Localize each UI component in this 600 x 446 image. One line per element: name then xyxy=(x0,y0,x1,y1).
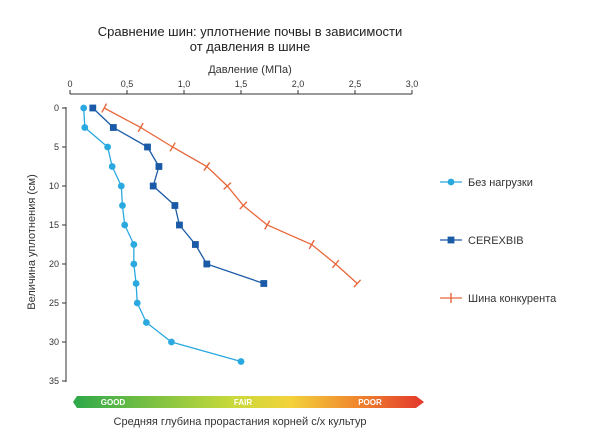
scale-label-good: GOOD xyxy=(101,398,126,407)
legend-item-1: Без нагрузки xyxy=(440,177,533,189)
data-point xyxy=(171,202,179,209)
data-point xyxy=(353,279,362,288)
y-tick-label: 25 xyxy=(49,298,59,308)
data-point xyxy=(144,143,151,151)
legend-marker xyxy=(447,178,455,186)
data-point xyxy=(239,201,248,210)
data-point xyxy=(109,124,117,131)
data-point xyxy=(237,358,245,365)
data-point xyxy=(80,104,88,112)
data-point xyxy=(176,221,183,229)
series-line xyxy=(92,107,265,285)
series-layer xyxy=(80,103,362,365)
data-point xyxy=(101,103,108,113)
data-point xyxy=(192,241,199,248)
series-3 xyxy=(101,103,362,288)
y-tick-label: 35 xyxy=(49,376,59,386)
data-point xyxy=(117,182,125,190)
x-tick-label: 0 xyxy=(67,79,72,89)
data-point xyxy=(104,143,112,151)
data-point xyxy=(264,220,271,230)
legend-marker xyxy=(447,236,455,244)
data-point xyxy=(168,338,175,346)
data-point xyxy=(169,142,176,152)
x-tick-label: 1,0 xyxy=(178,79,191,89)
data-point xyxy=(108,163,116,170)
x-tick-label: 1,5 xyxy=(235,79,248,89)
data-point xyxy=(155,163,163,170)
data-point xyxy=(203,260,211,268)
data-point xyxy=(130,260,138,268)
quality-scale-arrow xyxy=(73,396,424,408)
data-point xyxy=(89,104,97,112)
legend-label: Шина конкурента xyxy=(468,293,557,305)
data-point xyxy=(130,241,138,248)
legend-label: Без нагрузки xyxy=(468,177,533,189)
series-1 xyxy=(80,104,245,365)
data-point xyxy=(149,182,157,190)
legend-label: CEREXBIB xyxy=(468,235,524,247)
data-point xyxy=(203,162,211,171)
y-tick-label: 0 xyxy=(54,103,59,113)
quality-scale-bar: GOOD FAIR POOR xyxy=(73,396,424,408)
chart-title: Сравнение шин: уплотнение почвы в зависи… xyxy=(97,24,403,39)
y-tick-label: 15 xyxy=(49,220,59,230)
data-point xyxy=(223,182,232,190)
data-point xyxy=(331,259,340,269)
legend: Без нагрузки CEREXBIB Шина конкурента xyxy=(440,177,557,305)
y-tick-label: 10 xyxy=(49,181,59,191)
scale-label-poor: POOR xyxy=(358,398,382,407)
x-tick-label: 3,0 xyxy=(406,79,419,89)
scale-label-fair: FAIR xyxy=(234,398,252,407)
data-point xyxy=(260,280,268,287)
root-depth-caption: Средняя глубина прорастания корней с/х к… xyxy=(113,416,367,428)
x-tick-label: 2,0 xyxy=(292,79,305,89)
axes: 0 0,5 1,0 1,5 2,0 2,5 3,0 0 5 10 15 20 25 30 35 xyxy=(49,79,418,386)
chart-subtitle: от давления в шине xyxy=(189,39,311,54)
y-tick-label: 5 xyxy=(54,142,59,152)
data-point xyxy=(119,202,126,209)
series-2 xyxy=(89,104,268,287)
data-point xyxy=(133,299,141,307)
data-point xyxy=(137,122,144,133)
x-axis-label: Давление (МПа) xyxy=(208,64,292,76)
data-point xyxy=(121,221,129,229)
legend-item-2: CEREXBIB xyxy=(440,235,524,247)
data-point xyxy=(81,124,89,131)
series-line xyxy=(103,107,358,284)
x-tick-label: 2,5 xyxy=(349,79,362,89)
data-point xyxy=(132,280,140,287)
y-tick-label: 30 xyxy=(49,337,59,347)
data-point xyxy=(308,239,315,250)
data-point xyxy=(142,319,150,326)
y-tick-label: 20 xyxy=(49,259,59,269)
legend-item-3: Шина конкурента xyxy=(440,293,557,305)
x-tick-label: 0,5 xyxy=(121,79,134,89)
